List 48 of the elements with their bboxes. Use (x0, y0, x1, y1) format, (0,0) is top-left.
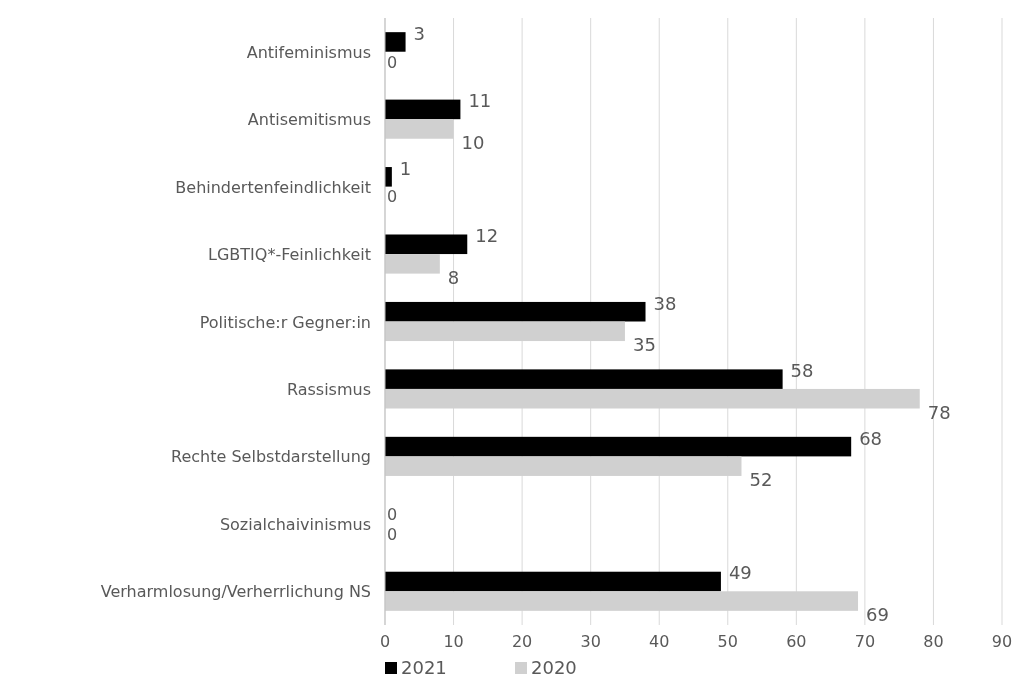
bar (385, 436, 852, 457)
data-label: 58 (790, 360, 814, 382)
data-label: 69 (866, 603, 889, 625)
legend-label: 2021 (401, 657, 447, 678)
y-tick-label: Behindertenfeindlichkeit (175, 177, 371, 197)
x-tick-label: 50 (717, 632, 738, 651)
legend-label: 2020 (531, 657, 577, 678)
data-label: 12 (475, 225, 499, 247)
bar (385, 254, 440, 274)
x-tick-label: 10 (443, 632, 464, 651)
bar (385, 571, 721, 592)
y-tick-label: Rassismus (286, 379, 371, 399)
y-tick-label: Verharmlosung/Verherrlichung NS (100, 582, 371, 602)
y-tick-label: Antifeminismus (246, 42, 371, 62)
x-tick-label: 30 (580, 632, 601, 651)
data-label: 0 (387, 187, 398, 207)
data-label: 38 (653, 292, 677, 314)
x-tick-label: 90 (991, 632, 1013, 651)
x-tick-label: 80 (923, 632, 944, 651)
bar (385, 234, 468, 255)
bar (385, 301, 646, 322)
data-label: 0 (387, 505, 398, 525)
x-tick-label: 60 (786, 632, 807, 651)
data-label: 0 (387, 52, 398, 72)
data-label: 1 (399, 157, 412, 179)
data-label: 49 (728, 562, 752, 584)
data-label: 68 (859, 427, 883, 449)
x-tick-label: 40 (649, 632, 670, 651)
data-label: 11 (468, 90, 492, 112)
data-label: 3 (413, 22, 426, 44)
y-tick-label: Rechte Selbstdarstellung (171, 447, 371, 467)
data-label: 10 (461, 131, 485, 153)
y-tick-label: LGBTIQ*-Feinlichkeit (208, 245, 371, 265)
data-label: 52 (749, 468, 773, 490)
data-label: 35 (632, 334, 656, 356)
x-tick-label: 0 (379, 632, 391, 651)
bar (385, 32, 406, 52)
data-label: 0 (387, 524, 398, 544)
bar (385, 369, 783, 389)
y-tick-label: Politische:r Gegner:in (199, 312, 371, 332)
x-tick-label: 70 (854, 632, 876, 651)
y-tick-label: Antisemitismus (247, 110, 371, 130)
data-label: 8 (447, 266, 460, 288)
data-label: 78 (927, 401, 951, 423)
y-tick-label: Sozialchaivinismus (219, 514, 371, 534)
bar (385, 99, 461, 120)
bar (385, 167, 392, 187)
x-tick-label: 20 (511, 632, 533, 651)
